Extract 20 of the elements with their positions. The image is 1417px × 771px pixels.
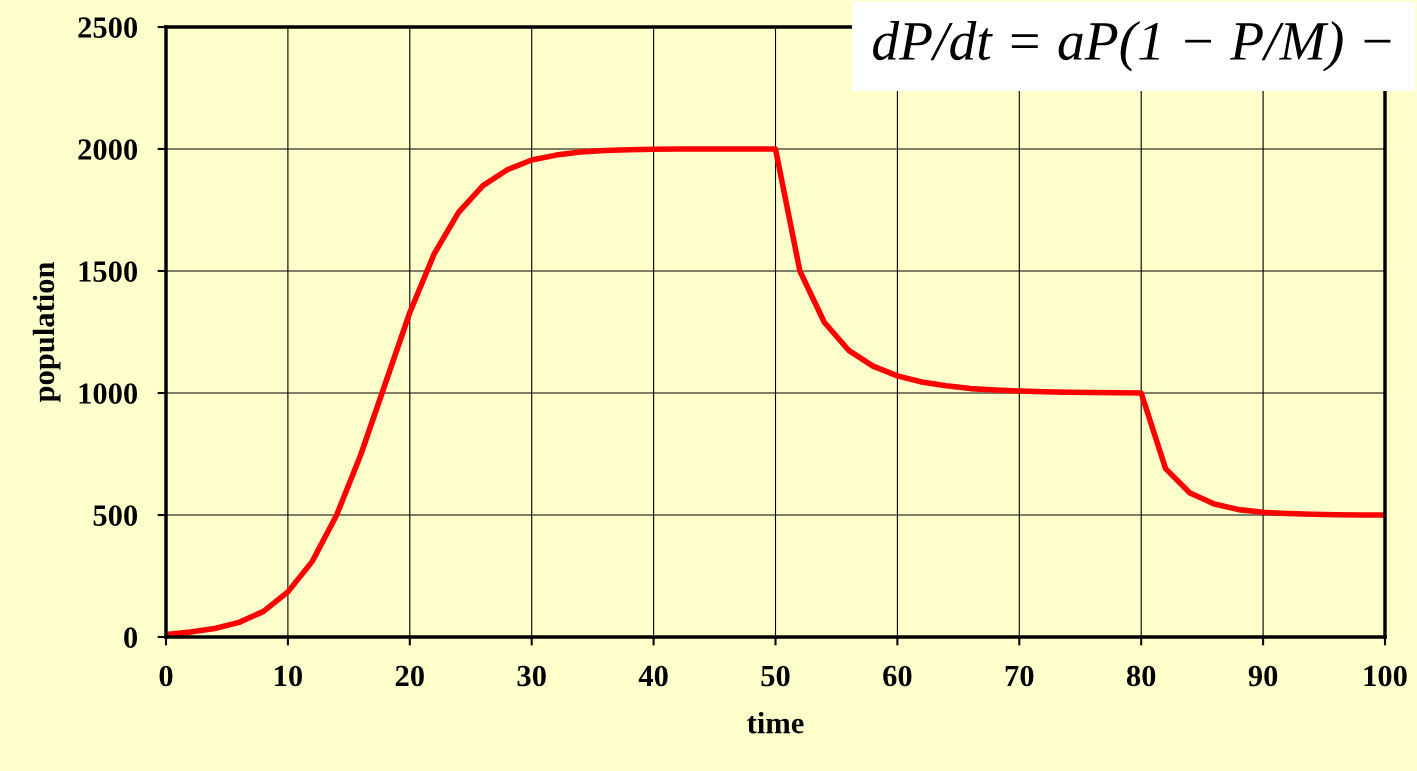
x-tick-label: 0 [159, 665, 173, 687]
y-tick-label: 1000 [79, 383, 138, 404]
y-tick-label: 500 [93, 505, 138, 526]
x-tick-label: 80 [1126, 665, 1156, 687]
y-tick-label: 0 [124, 627, 138, 648]
x-tick-label: 70 [1005, 665, 1034, 687]
x-tick-label: 50 [761, 665, 790, 687]
x-tick-label: 100 [1364, 665, 1407, 687]
x-tick-label: 20 [395, 665, 424, 687]
y-tick-label: 2500 [78, 17, 138, 38]
x-tick-label: 90 [1248, 665, 1278, 687]
y-axis-title: population [32, 261, 61, 403]
x-tick-label: 30 [517, 665, 546, 687]
annotation: dP/dt = aP(1 − P/M) − [873, 21, 1391, 72]
x-axis-title: time [747, 711, 804, 734]
x-tick-label: 60 [883, 665, 912, 687]
x-tick-label: 40 [638, 665, 668, 687]
y-tick-label: 1500 [79, 261, 138, 282]
y-tick-label: 2000 [78, 139, 138, 160]
x-tick-label: 10 [275, 665, 303, 687]
